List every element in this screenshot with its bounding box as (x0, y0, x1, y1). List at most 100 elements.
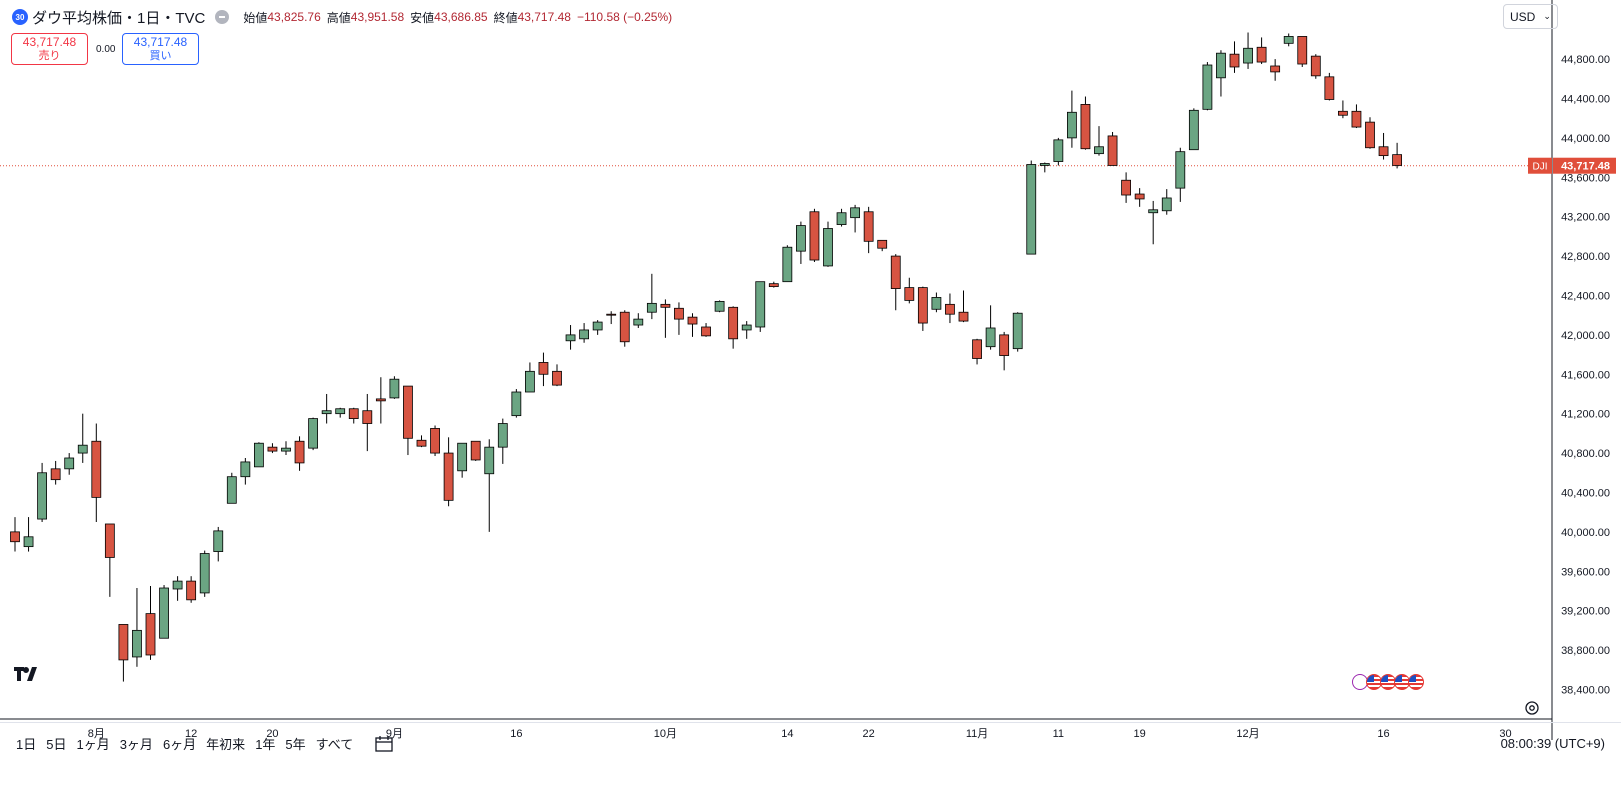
candle-up[interactable] (23, 536, 34, 548)
buy-button[interactable]: 43,717.48 買い (122, 33, 199, 65)
candle-up[interactable] (796, 225, 806, 252)
currency-select[interactable]: USD ⌄ (1503, 4, 1558, 29)
candle-down[interactable] (1256, 46, 1267, 63)
candle-down[interactable] (430, 428, 440, 454)
candle-down[interactable] (1324, 76, 1335, 100)
candle-up[interactable] (1243, 47, 1253, 64)
candle-down[interactable] (768, 283, 779, 288)
clock-timezone[interactable]: 08:00:39 (UTC+9) (1500, 735, 1605, 751)
range-all-button[interactable]: すべて (315, 736, 354, 752)
candle-up[interactable] (1094, 146, 1104, 155)
candle-up[interactable] (64, 457, 75, 470)
candle-down[interactable] (403, 385, 413, 439)
candle-up[interactable] (714, 300, 725, 312)
candle-down[interactable] (1297, 36, 1308, 65)
candle-up[interactable] (389, 378, 400, 399)
candle-up[interactable] (281, 447, 291, 452)
candle-up[interactable] (1053, 139, 1064, 162)
event-markers[interactable] (1352, 674, 1424, 690)
range-1m-button[interactable]: 1ヶ月 (76, 736, 110, 752)
candle-up[interactable] (159, 587, 169, 639)
candle-up[interactable] (931, 297, 942, 310)
candle-up[interactable] (1039, 163, 1050, 166)
candle-up[interactable] (457, 442, 468, 472)
candle-up[interactable] (1148, 209, 1159, 214)
candle-down[interactable] (552, 370, 562, 386)
candle-down[interactable] (1080, 104, 1091, 150)
range-3m-button[interactable]: 3ヶ月 (119, 736, 153, 752)
candle-up[interactable] (484, 446, 495, 475)
candle-down[interactable] (972, 339, 982, 359)
candle-down[interactable] (1392, 154, 1402, 166)
candle-down[interactable] (470, 440, 481, 461)
candle-up[interactable] (132, 629, 142, 658)
candle-down[interactable] (674, 307, 684, 320)
candle-down[interactable] (50, 468, 61, 481)
candle-up[interactable] (646, 302, 657, 313)
candle-up[interactable] (253, 442, 264, 468)
candle-up[interactable] (823, 228, 833, 267)
date-range-calendar-icon[interactable] (374, 735, 393, 752)
candle-down[interactable] (877, 239, 888, 249)
candle-down[interactable] (186, 580, 197, 601)
candle-up[interactable] (592, 321, 603, 331)
candle-down[interactable] (416, 439, 427, 447)
candle-up[interactable] (565, 334, 576, 342)
candle-down[interactable] (1310, 55, 1321, 77)
us-flag-icon[interactable] (1394, 674, 1410, 690)
candle-down[interactable] (1134, 193, 1145, 200)
symbol-name[interactable]: ダウ平均株価・1日・TVC (32, 9, 206, 27)
candle-up[interactable] (240, 461, 251, 478)
candle-down[interactable] (606, 313, 617, 316)
candle-down[interactable] (701, 326, 711, 337)
candle-down[interactable] (443, 452, 454, 501)
candle-down[interactable] (348, 408, 359, 419)
candle-down[interactable] (728, 306, 739, 340)
range-6m-button[interactable]: 6ヶ月 (162, 736, 197, 752)
candle-up[interactable] (836, 212, 847, 225)
candle-up[interactable] (199, 553, 210, 594)
candle-up[interactable] (1283, 36, 1294, 44)
candle-down[interactable] (1107, 135, 1118, 166)
candle-up[interactable] (755, 281, 766, 328)
candle-down[interactable] (687, 316, 698, 325)
candle-up[interactable] (1202, 64, 1213, 110)
sell-button[interactable]: 43,717.48 売り (11, 33, 88, 65)
candle-down[interactable] (1338, 110, 1348, 116)
candle-down[interactable] (1351, 110, 1362, 128)
candle-down[interactable] (538, 362, 549, 375)
range-5y-button[interactable]: 5年 (285, 736, 306, 752)
candle-up[interactable] (850, 207, 860, 219)
candle-up[interactable] (511, 391, 522, 417)
candle-down[interactable] (267, 446, 278, 452)
candle-up[interactable] (1067, 111, 1077, 139)
candle-down[interactable] (999, 334, 1010, 356)
us-flag-icon[interactable] (1408, 674, 1424, 690)
candle-up[interactable] (308, 418, 319, 449)
candle-down[interactable] (294, 440, 305, 464)
candle-down[interactable] (890, 255, 901, 289)
candle-down[interactable] (917, 287, 928, 324)
range-ytd-button[interactable]: 年初来 (206, 736, 246, 752)
candle-down[interactable] (1365, 121, 1375, 149)
candle-up[interactable] (497, 423, 508, 448)
candle-up[interactable] (172, 580, 183, 590)
candle-up[interactable] (782, 246, 793, 283)
candle-up[interactable] (226, 476, 237, 504)
candle-up[interactable] (1012, 312, 1023, 350)
range-1y-button[interactable]: 1年 (255, 736, 276, 752)
candle-up[interactable] (741, 324, 752, 331)
candle-up[interactable] (633, 318, 644, 326)
candle-down[interactable] (863, 211, 874, 242)
candle-down[interactable] (809, 211, 820, 261)
candle-up[interactable] (985, 327, 996, 348)
candle-up[interactable] (1216, 52, 1226, 79)
candle-up[interactable] (213, 530, 224, 552)
candle-down[interactable] (118, 624, 129, 661)
candle-up[interactable] (579, 329, 589, 340)
candle-up[interactable] (1188, 109, 1199, 151)
candle-down[interactable] (1121, 179, 1131, 196)
candle-down[interactable] (619, 311, 630, 343)
symbol-badge[interactable]: 30 (12, 9, 28, 25)
